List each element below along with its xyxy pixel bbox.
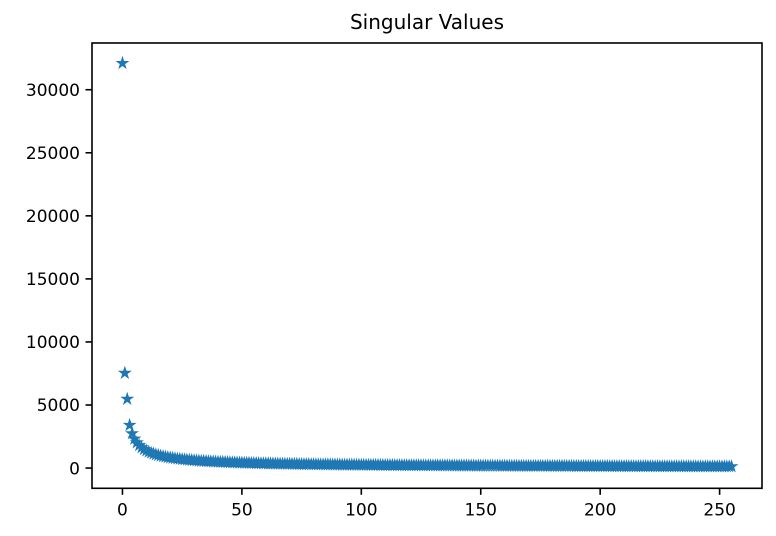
y-tick-label: 15000 [26,270,80,290]
x-tick-label: 0 [117,500,128,520]
y-tick-label: 25000 [26,144,80,164]
y-tick-label: 30000 [26,81,80,101]
chart-title: Singular Values [349,10,505,34]
data-series [115,55,739,473]
y-tick-label: 10000 [26,333,80,353]
axes-frame [91,42,763,490]
x-tick-label: 250 [703,500,735,520]
x-tick-label: 50 [231,500,253,520]
y-tick-label: 0 [69,459,80,479]
x-tick-label: 150 [465,500,497,520]
y-tick-label: 20000 [26,207,80,227]
x-tick-label: 100 [345,500,377,520]
x-tick-label: 200 [584,500,616,520]
y-tick-label: 5000 [37,396,80,416]
